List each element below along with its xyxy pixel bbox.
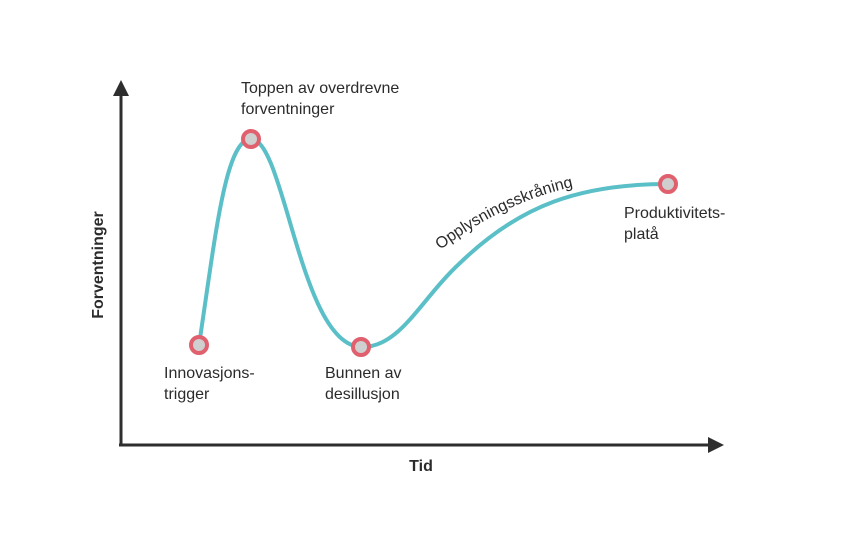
slope-label-text: Opplysningsskråning [432,174,574,253]
slope-label: Opplysningsskråning [432,174,574,253]
peak-marker [241,129,261,149]
y-axis-arrowhead [113,80,129,96]
plateau-marker [658,174,678,194]
x-axis-title: Tid [409,458,433,475]
plateau-label-line-1: Produktivitets- [624,205,725,222]
trough-label-line-2: desillusjon [325,386,400,403]
peak-label-line-1: Toppen av overdrevne [241,80,399,97]
plateau-label-line-2: platå [624,225,659,243]
y-axis-title: Forventninger [90,211,107,319]
x-axis-arrowhead [708,437,724,453]
trough-label-line-1: Bunnen av [325,365,402,382]
trigger-marker [189,335,209,355]
peak-label-line-2: forventninger [241,101,335,118]
trigger-label-line-1: Innovasjons- [164,365,255,382]
trough-marker [351,337,371,357]
hype-curve [197,136,670,350]
trigger-label-line-2: trigger [164,386,210,403]
